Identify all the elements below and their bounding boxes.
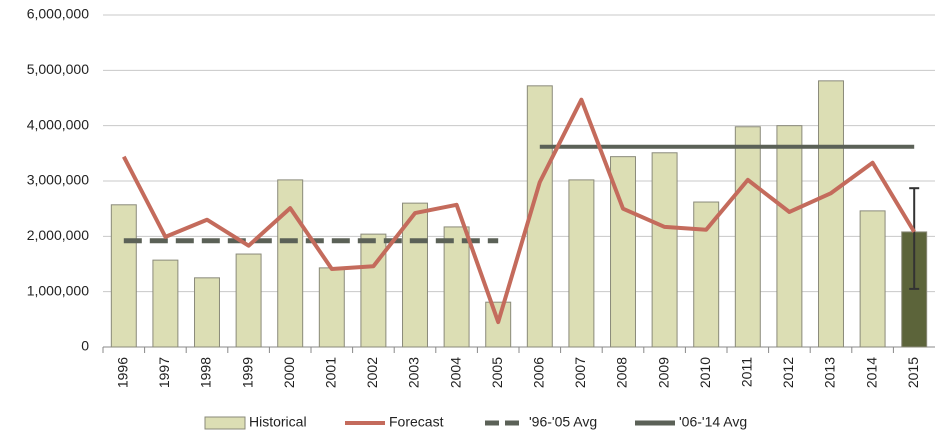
bar <box>277 179 304 348</box>
x-tick-label: 2011 <box>739 357 755 387</box>
x-tick-label: 2007 <box>572 357 588 388</box>
bar <box>443 226 470 348</box>
y-tick-label: 3,000,000 <box>27 172 89 188</box>
legend-label: '96-'05 Avg <box>529 414 597 430</box>
y-tick-label: 5,000,000 <box>27 61 89 77</box>
y-tick-label: 4,000,000 <box>27 116 89 132</box>
x-tick-label: 2014 <box>863 357 879 388</box>
y-tick-label: 2,000,000 <box>27 227 89 243</box>
bar <box>194 277 220 348</box>
bar <box>734 126 761 348</box>
x-tick-label: 2013 <box>822 357 838 388</box>
x-tick-label: 1998 <box>198 357 214 388</box>
x-tick-label: 2005 <box>489 357 505 388</box>
y-tick-label: 6,000,000 <box>27 6 89 22</box>
y-tick-label: 1,000,000 <box>27 282 89 298</box>
bar <box>818 80 844 348</box>
x-tick-label: 2003 <box>406 357 422 388</box>
x-tick-label: 2008 <box>614 357 630 388</box>
x-tick-label: 1997 <box>156 357 172 388</box>
line-series <box>122 97 916 325</box>
bar <box>235 253 262 348</box>
legend-label: '06-'14 Avg <box>679 414 747 430</box>
bar <box>485 301 512 348</box>
bar <box>859 210 886 348</box>
x-tick-label: 2012 <box>780 357 796 388</box>
bar <box>360 233 387 348</box>
x-tick-label: 1996 <box>115 357 131 388</box>
bar <box>651 152 678 348</box>
bar <box>776 125 803 348</box>
y-tick-label: 0 <box>81 338 89 354</box>
x-tick-label: 2009 <box>655 357 671 388</box>
legend-label: Forecast <box>389 414 444 430</box>
bar <box>318 267 345 348</box>
bar <box>152 259 179 348</box>
legend-swatch <box>204 416 246 430</box>
x-tick-label: 2010 <box>697 357 713 388</box>
legend-label: Historical <box>249 414 307 430</box>
x-tick-label: 2015 <box>905 357 921 388</box>
x-tick-label: 2001 <box>323 357 339 388</box>
x-tick-label: 1999 <box>239 357 255 388</box>
x-tick-label: 2000 <box>281 357 297 388</box>
bar <box>568 179 595 348</box>
x-tick-label: 2004 <box>447 357 463 388</box>
bar <box>402 202 428 348</box>
bar <box>110 204 137 348</box>
x-tick-label: 2006 <box>531 357 547 388</box>
x-tick-label: 2002 <box>364 357 380 388</box>
bar <box>693 201 720 348</box>
